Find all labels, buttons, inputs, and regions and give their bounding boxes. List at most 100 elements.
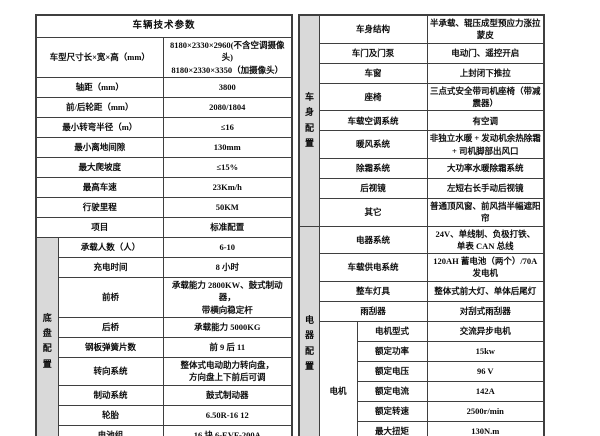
table-row: 轴距（mm） 3800 bbox=[35, 76, 293, 98]
spec-value-cell: 大功率水暖除霜系统 bbox=[426, 157, 545, 179]
spec-name-cell: 后桥 bbox=[57, 316, 164, 338]
table-row: 前桥 承载能力 2800KW、鼓式制动器， 带横向稳定杆 bbox=[36, 276, 293, 318]
section-label-electrical: 电器配置 bbox=[298, 225, 320, 436]
table-row: 车型尺寸长×宽×高（mm） 8180×2330×2960(不含空调摄像头) 818… bbox=[35, 37, 293, 78]
table-row: 转向系统 整体式电动助力转向盘， 方向盘上下前后可调 bbox=[36, 356, 293, 386]
table-row: 车门及门泵 电动门、遥控开启 bbox=[299, 42, 545, 64]
table-row: 后视镜 左短右长手动后视镜 bbox=[299, 177, 545, 199]
spec-name-cell: 项目 bbox=[35, 216, 164, 238]
spec-value-cell: 上封闭下推拉 bbox=[426, 62, 545, 84]
spec-value-cell: 交流异步电机 bbox=[426, 320, 545, 342]
motor-group-label: 电机 bbox=[318, 320, 358, 436]
spec-value-cell: 50KM bbox=[162, 196, 293, 218]
table-row: 除霜系统 大功率水暖除霜系统 bbox=[299, 157, 545, 179]
spec-value-cell: 15kw bbox=[426, 340, 545, 362]
spec-value-cell: 承载能力 2800KW、鼓式制动器， 带横向稳定杆 bbox=[162, 276, 293, 318]
table-row: 额定电流 142A bbox=[299, 380, 545, 402]
table-row: 其它 普通顶风窗、前风挡半幅遮阳帘 bbox=[299, 197, 545, 227]
table-row: 座椅 三点式安全带司机座椅（带减震器） bbox=[299, 82, 545, 112]
spec-name-cell: 行驶里程 bbox=[35, 196, 164, 218]
spec-value-cell: 2500r/min bbox=[426, 400, 545, 422]
table-row: 额定电压 96 V bbox=[299, 360, 545, 382]
table-row: 额定功率 15kw bbox=[299, 340, 545, 362]
spec-name-cell: 轴距（mm） bbox=[35, 76, 164, 98]
spec-value-cell: 整体式前大灯、单体后尾灯 bbox=[426, 280, 545, 302]
table-row: 钢板弹簧片数前 9 后 11 bbox=[36, 336, 293, 358]
spec-value-cell: ≤15% bbox=[162, 156, 293, 178]
spec-value-cell: 24V、单线制、负极打铁、 单表 CAN 总线 bbox=[426, 225, 545, 255]
spec-value-cell: 130N.m bbox=[426, 420, 545, 436]
spec-name-cell: 暖风系统 bbox=[318, 130, 428, 159]
spec-value-cell: 130mm bbox=[162, 136, 293, 158]
table-title: 车辆技术参数 bbox=[35, 14, 293, 38]
spec-name-cell: 前桥 bbox=[57, 276, 164, 318]
spec-value-cell: 半承载、辊压成型预应力涨拉蒙皮 bbox=[426, 14, 545, 44]
table-row: 行驶里程 50KM bbox=[35, 196, 293, 218]
spec-name-cell: 后视镜 bbox=[318, 177, 428, 199]
spec-value-cell: 3800 bbox=[162, 76, 293, 98]
spec-value-cell: 6-10 bbox=[162, 236, 293, 258]
spec-name-cell: 车载空调系统 bbox=[318, 110, 428, 132]
spec-name-cell: 除霜系统 bbox=[318, 157, 428, 179]
spec-name-cell: 承载人数（人） bbox=[57, 236, 164, 258]
spec-value-cell: 承载能力 5000KG bbox=[162, 316, 293, 338]
table-row: 电器配置 电器系统 24V、单线制、负极打铁、 单表 CAN 总线 bbox=[298, 225, 545, 436]
table-row: 车载空调系统 有空调 bbox=[299, 110, 545, 132]
table-row: 后桥 承载能力 5000KG bbox=[36, 316, 293, 338]
spec-value-cell: 有空调 bbox=[426, 110, 545, 132]
spec-value-cell: 电动门、遥控开启 bbox=[426, 42, 545, 64]
table-row: 车身配置 车身结构 半承载、辊压成型预应力涨拉蒙皮 bbox=[298, 14, 545, 227]
table-row: 最大扭矩 130N.m bbox=[299, 420, 545, 436]
spec-name-cell: 前/后轮距（mm） bbox=[35, 96, 164, 118]
spec-name-cell: 座椅 bbox=[318, 82, 428, 112]
spec-name-cell: 车窗 bbox=[318, 62, 428, 84]
spec-name-cell: 轮胎 bbox=[57, 404, 164, 426]
spec-value-cell: 三点式安全带司机座椅（带减震器） bbox=[426, 82, 545, 112]
table-row: 暖风系统 非独立水暖 + 发动机余热除霜 + 司机脚部出风口 bbox=[299, 130, 545, 159]
spec-value-cell: 标准配置 bbox=[162, 216, 293, 238]
spec-value-cell: ≤16 bbox=[162, 116, 293, 138]
spec-value-cell: 整体式电动助力转向盘， 方向盘上下前后可调 bbox=[162, 356, 293, 386]
table-row: 充电时间 8 小时 bbox=[36, 256, 293, 278]
spec-value-cell: 120AH 蓄电池（两个）/70A 发电机 bbox=[426, 253, 545, 282]
spec-name-cell: 最高车速 bbox=[35, 176, 164, 198]
table-row: 车辆技术参数 bbox=[35, 14, 293, 38]
spec-name-cell: 电机型式 bbox=[356, 320, 428, 342]
spec-name-cell: 钢板弹簧片数 bbox=[57, 336, 164, 358]
table-row: 轮胎 6.50R-16 12 bbox=[36, 404, 293, 426]
spec-name-cell: 额定电压 bbox=[356, 360, 428, 382]
spec-value-cell: 16 块 6-EVF-200A bbox=[162, 424, 293, 436]
table-row: 项目 标准配置 bbox=[35, 216, 293, 238]
spec-name-cell: 车载供电系统 bbox=[318, 253, 428, 282]
spec-name-cell: 额定转速 bbox=[356, 400, 428, 422]
spec-name-cell: 车型尺寸长×宽×高（mm） bbox=[35, 37, 164, 78]
spec-name-cell: 雨刮器 bbox=[318, 300, 428, 322]
table-row: 整车灯具 整体式前大灯、单体后尾灯 bbox=[299, 280, 545, 302]
spec-name-cell: 电器系统 bbox=[318, 225, 428, 255]
spec-value-cell: 前 9 后 11 bbox=[162, 336, 293, 358]
table-row: 最高车速 23Km/h bbox=[35, 176, 293, 198]
table-row: 最小转弯半径（m） ≤16 bbox=[35, 116, 293, 138]
spec-value-cell: 非独立水暖 + 发动机余热除霜 + 司机脚部出风口 bbox=[426, 130, 545, 159]
table-row: 雨刮器 对刮式雨刮器 bbox=[299, 300, 545, 322]
table-row: 电池组 16 块 6-EVF-200A bbox=[36, 424, 293, 436]
spec-value-cell: 左短右长手动后视镜 bbox=[426, 177, 545, 199]
spec-value-cell: 2080/1804 bbox=[162, 96, 293, 118]
body-electrical-config-table: 车身配置 车身结构 半承载、辊压成型预应力涨拉蒙皮 车门及门泵 电动门、遥控开启 车窗 上封… bbox=[298, 14, 546, 436]
spec-name-cell: 车身结构 bbox=[318, 14, 428, 44]
spec-name-cell: 转向系统 bbox=[57, 356, 164, 386]
spec-name-cell: 车门及门泵 bbox=[318, 42, 428, 64]
spec-value-cell: 8180×2330×2960(不含空调摄像头) 8180×2330×3350（加… bbox=[162, 37, 293, 78]
table-row: 车载供电系统 120AH 蓄电池（两个）/70A 发电机 bbox=[299, 253, 545, 282]
table-row: 最小离地间隙 130mm bbox=[35, 136, 293, 158]
table-row: 车窗 上封闭下推拉 bbox=[299, 62, 545, 84]
spec-name-cell: 额定电流 bbox=[356, 380, 428, 402]
spec-value-cell: 23Km/h bbox=[162, 176, 293, 198]
spec-value-cell: 鼓式制动器 bbox=[162, 384, 293, 406]
spec-name-cell: 最大扭矩 bbox=[356, 420, 428, 436]
spec-value-cell: 142A bbox=[426, 380, 545, 402]
spec-value-cell: 96 V bbox=[426, 360, 545, 382]
table-row: 制动系统 鼓式制动器 bbox=[36, 384, 293, 406]
table-row: 前/后轮距（mm） 2080/1804 bbox=[35, 96, 293, 118]
